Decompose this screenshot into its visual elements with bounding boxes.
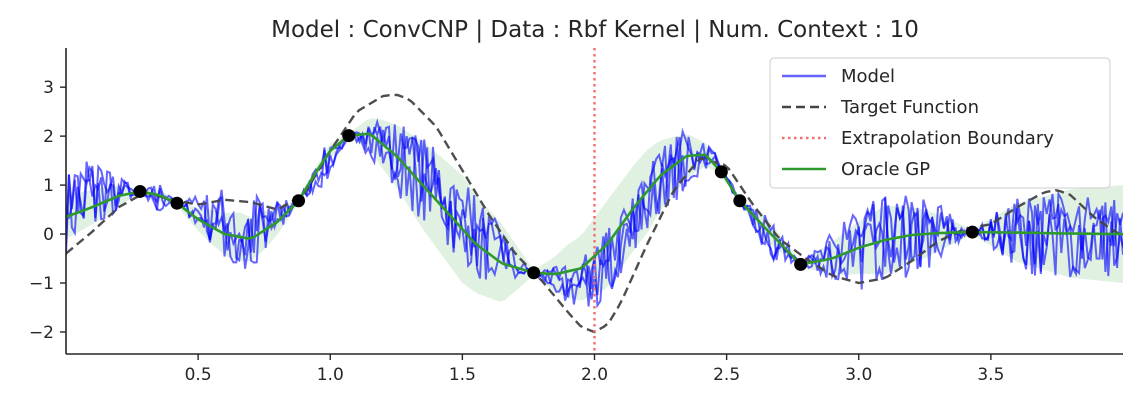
legend-label: Oracle GP <box>841 159 930 180</box>
x-ticks: 0.5 1.0 1.5 2.0 2.5 3.0 3.5 <box>185 354 1004 385</box>
x-tick-label: 1.0 <box>317 365 344 385</box>
y-tick-label: 3 <box>43 78 54 98</box>
context-point <box>965 225 979 239</box>
chart-title: Model : ConvCNP | Data : Rbf Kernel | Nu… <box>271 17 919 43</box>
context-point <box>133 184 147 198</box>
legend: Model Target Function Extrapolation Bounda… <box>769 57 1111 189</box>
x-tick-label: 2.5 <box>713 365 740 385</box>
legend-label: Model <box>841 66 895 87</box>
y-tick-label: 0 <box>43 225 54 245</box>
legend-entries: Model Target Function Extrapolation Bounda… <box>782 66 1054 180</box>
y-ticks: −2 −1 0 1 2 3 <box>29 78 66 343</box>
oracle-gp-mean-line <box>66 132 1123 276</box>
oracle-gp-band <box>66 118 1123 302</box>
oracle-gp-layer <box>66 132 1123 276</box>
x-tick-label: 3.5 <box>977 365 1004 385</box>
y-tick-label: −2 <box>29 323 54 343</box>
context-point <box>527 266 541 280</box>
legend-label: Target Function <box>840 97 979 118</box>
y-tick-label: −1 <box>29 274 54 294</box>
context-point <box>733 194 747 208</box>
x-tick-label: 2.0 <box>581 365 608 385</box>
context-point <box>170 196 184 210</box>
y-tick-label: 1 <box>43 176 54 196</box>
context-point <box>342 129 356 143</box>
context-point <box>794 257 808 271</box>
context-point <box>292 194 306 208</box>
context-point <box>714 165 728 179</box>
y-tick-label: 2 <box>43 127 54 147</box>
axes: 0.5 1.0 1.5 2.0 2.5 3.0 3.5 −2 −1 0 1 2 3 <box>29 48 1123 385</box>
legend-frame <box>769 57 1111 189</box>
plot-area <box>66 48 1123 354</box>
oracle-gp-band-layer <box>66 118 1123 302</box>
x-tick-label: 3.0 <box>845 365 872 385</box>
x-tick-label: 0.5 <box>185 365 212 385</box>
context-points-layer <box>133 129 979 280</box>
legend-label: Extrapolation Boundary <box>841 128 1054 149</box>
x-tick-label: 1.5 <box>449 365 476 385</box>
